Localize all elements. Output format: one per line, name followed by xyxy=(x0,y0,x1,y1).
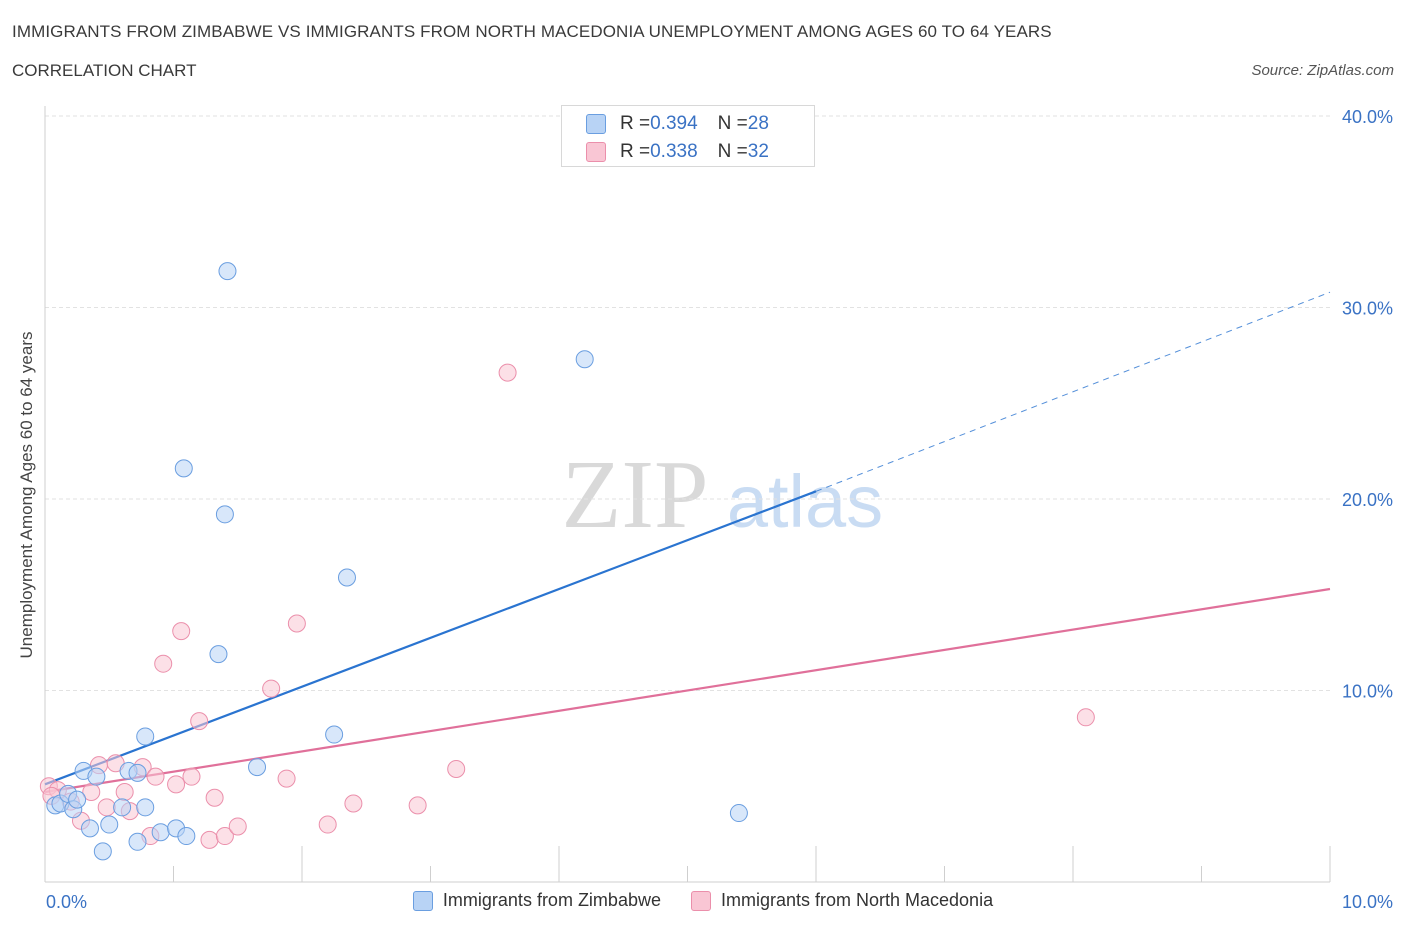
r-label: R = xyxy=(620,141,651,162)
zimbabwe-point xyxy=(248,758,267,777)
watermark-atlas: atlas xyxy=(727,460,883,543)
y-tick-label: 30.0% xyxy=(1342,299,1393,319)
zimbabwe-point xyxy=(113,798,132,817)
watermark-zip: ZIP xyxy=(562,441,709,549)
zimbabwe-point xyxy=(128,832,147,851)
y-tick-label: 20.0% xyxy=(1342,490,1393,510)
n-value-zimbabwe: 28 xyxy=(747,113,769,134)
x-tick-label: 0.0% xyxy=(46,892,87,912)
zimbabwe-point xyxy=(136,798,155,817)
grid-lines xyxy=(45,115,1330,691)
stats-row-zimbabwe: R = 0.394 N = 28 xyxy=(586,113,769,135)
stats-legend: R = 0.394 N = 28 R = 0.338 N = 32 xyxy=(561,105,815,167)
macedonia-point xyxy=(146,767,165,786)
zimbabwe-point xyxy=(136,727,155,746)
zimbabwe-point xyxy=(93,842,112,861)
zimbabwe-point xyxy=(174,459,193,478)
tick-labels: 10.0% 20.0% 30.0% 40.0% 0.0% 10.0% xyxy=(46,107,1393,912)
zimbabwe-point xyxy=(209,645,228,664)
macedonia-point xyxy=(262,679,281,698)
data-points xyxy=(39,262,1095,861)
macedonia-point xyxy=(167,775,186,794)
n-label: N = xyxy=(717,141,748,162)
macedonia-point xyxy=(182,767,201,786)
y-tick-label: 40.0% xyxy=(1342,107,1393,127)
macedonia-point xyxy=(447,760,466,779)
chart-subtitle: CORRELATION CHART xyxy=(12,61,197,80)
zimbabwe-swatch xyxy=(412,890,433,911)
zimbabwe-point xyxy=(151,823,170,842)
series-legend: Immigrants from Zimbabwe Immigrants from… xyxy=(0,890,1406,911)
macedonia-point xyxy=(228,817,247,836)
zimbabwe-point xyxy=(87,767,106,786)
x-tick-label: 10.0% xyxy=(1342,892,1393,912)
r-label: R = xyxy=(620,113,651,134)
zimbabwe-point xyxy=(128,763,147,782)
n-label: N = xyxy=(717,113,748,134)
macedonia-point xyxy=(200,830,219,849)
macedonia-point xyxy=(1076,708,1095,727)
n-value-macedonia: 32 xyxy=(747,141,769,162)
stats-row-macedonia: R = 0.338 N = 32 xyxy=(586,141,769,163)
zimbabwe-point xyxy=(729,804,748,823)
macedonia-point xyxy=(498,363,517,382)
macedonia-trend-line xyxy=(44,587,1331,794)
zimbabwe-point xyxy=(575,350,594,369)
legend-label-macedonia: Immigrants from North Macedonia xyxy=(720,890,994,910)
macedonia-point xyxy=(115,782,134,801)
macedonia-point xyxy=(287,614,306,633)
zimbabwe-trend-line xyxy=(44,490,817,786)
macedonia-point xyxy=(344,794,363,813)
chart-title: IMMIGRANTS FROM ZIMBABWE VS IMMIGRANTS F… xyxy=(12,22,1052,41)
zimbabwe-point xyxy=(337,568,356,587)
source-label: Source: ZipAtlas.com xyxy=(1251,62,1394,79)
zimbabwe-swatch xyxy=(586,114,606,134)
legend-item-macedonia[interactable]: Immigrants from North Macedonia xyxy=(690,890,994,911)
zimbabwe-point xyxy=(325,725,344,744)
y-tick-label: 10.0% xyxy=(1342,682,1393,702)
macedonia-point xyxy=(215,827,234,846)
macedonia-point xyxy=(318,815,337,834)
zimbabwe-point xyxy=(80,819,99,838)
zimbabwe-point xyxy=(218,262,237,281)
macedonia-point xyxy=(205,788,224,807)
r-value-macedonia: 0.338 xyxy=(650,141,698,162)
macedonia-point xyxy=(172,622,191,641)
legend-item-zimbabwe[interactable]: Immigrants from Zimbabwe xyxy=(412,890,661,911)
axes xyxy=(44,106,1331,883)
zimbabwe-point xyxy=(177,827,196,846)
macedonia-point xyxy=(154,654,173,673)
macedonia-swatch xyxy=(690,890,711,911)
macedonia-point xyxy=(277,769,296,788)
zimbabwe-point xyxy=(68,790,87,809)
zimbabwe-trend-extension xyxy=(815,291,1331,492)
r-value-zimbabwe: 0.394 xyxy=(650,113,698,134)
zimbabwe-point xyxy=(215,505,234,524)
zimbabwe-point xyxy=(100,815,119,834)
macedonia-swatch xyxy=(586,142,606,162)
macedonia-point xyxy=(97,798,116,817)
trend-lines xyxy=(44,291,1331,794)
macedonia-point xyxy=(190,712,209,731)
legend-label-zimbabwe: Immigrants from Zimbabwe xyxy=(442,890,661,910)
macedonia-point xyxy=(408,796,427,815)
